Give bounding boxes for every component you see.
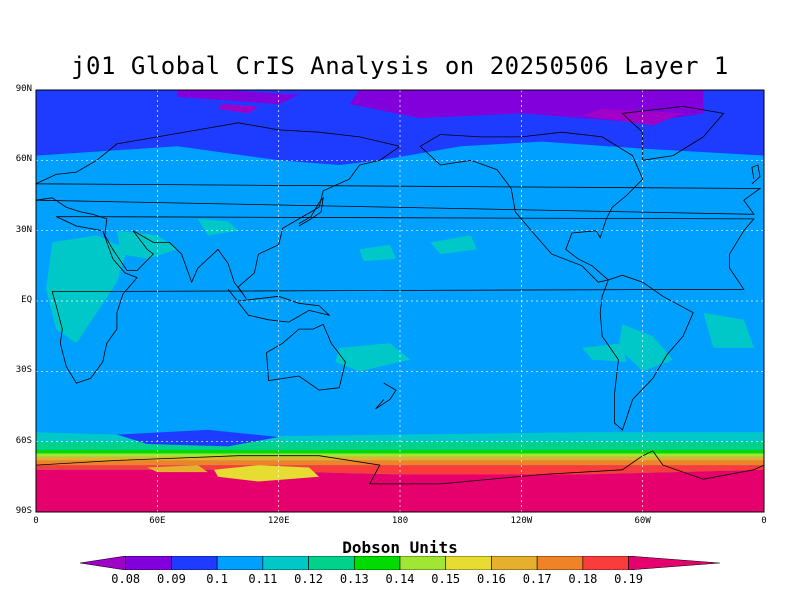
longitude-label: 60E	[149, 516, 166, 526]
band-017	[36, 460, 764, 466]
colorbar-label: 0.19	[614, 572, 644, 586]
pac-012b	[359, 244, 396, 262]
atl-012	[703, 312, 754, 348]
band-016	[36, 456, 764, 461]
colorbar-label: 0.16	[476, 572, 506, 586]
grid-lines	[36, 90, 764, 512]
colorbar-label: 0.09	[156, 572, 186, 586]
ant-patch-b	[147, 465, 208, 473]
coast-eurasia	[35, 122, 762, 299]
arabia-012	[116, 230, 178, 259]
colorbar	[80, 556, 720, 570]
chart-title: j01 Global CrIS Analysis on 20250506 Lay…	[71, 52, 729, 80]
colorbar-arrow-high	[628, 556, 720, 570]
colorbar-swatch	[491, 556, 538, 570]
pac-012c	[430, 235, 477, 255]
north-polar-008d	[218, 104, 259, 114]
latitude-label: 90N	[15, 84, 32, 94]
coast-north-america	[419, 131, 644, 283]
longitude-label: 180	[391, 516, 409, 526]
latitude-label: 60N	[15, 154, 32, 165]
colorbar-arrow-low	[80, 556, 127, 570]
colorbar-swatch	[445, 556, 492, 570]
latitude-label: 60S	[15, 435, 32, 446]
latitude-label: EQ	[21, 295, 32, 305]
longitude-label: 120E	[267, 516, 290, 526]
longitude-label: 120W	[510, 516, 533, 526]
colorbar-label: 0.12	[294, 572, 324, 586]
coast-antarctica	[35, 450, 765, 485]
coast-africa	[51, 216, 755, 384]
latitude-label: 30N	[15, 224, 32, 235]
longitude-label: 0	[761, 516, 767, 526]
colorbar-label: 0.18	[568, 572, 598, 586]
colorbar-swatch	[125, 556, 172, 570]
longitude-label: 60W	[634, 516, 651, 526]
ant-patch-a	[214, 465, 320, 482]
colorbar-swatch	[582, 556, 629, 570]
coast-uk	[751, 164, 761, 185]
colorbar-swatch	[308, 556, 355, 570]
north-polar-008b	[177, 90, 299, 105]
latitude-label: 30S	[15, 365, 32, 376]
colorbar-swatch	[262, 556, 309, 570]
colorbar-swatch	[399, 556, 447, 570]
india-012	[197, 218, 239, 236]
colorbar-swatch	[536, 556, 584, 570]
latitude-label: 90S	[15, 506, 32, 516]
so-patch-a	[116, 429, 279, 447]
coast-indonesia	[227, 289, 331, 323]
colorbar-label: 0.14	[385, 572, 415, 586]
colorbar-label: 0.11	[248, 572, 278, 586]
colorbar-label: 0.08	[111, 572, 141, 586]
coast-australia	[266, 323, 346, 391]
colorbar-label: 0.1	[206, 572, 228, 586]
colorbar-label: 0.17	[522, 572, 552, 586]
colorbar-swatch	[353, 556, 401, 570]
sam-012	[618, 324, 673, 372]
colorbar-title: Dobson Units	[342, 538, 458, 557]
north-polar-008c	[582, 108, 684, 126]
colorbar-swatch	[216, 556, 264, 570]
coast-south-america	[599, 274, 694, 431]
coast-greenland	[621, 105, 725, 161]
pac-012a	[335, 343, 411, 372]
longitude-label: 0	[33, 516, 39, 526]
pac-012d	[582, 343, 627, 362]
africa-012	[46, 235, 127, 344]
colorbar-label: 0.15	[431, 572, 461, 586]
coast-japan	[298, 196, 324, 227]
coastline-layer	[35, 105, 765, 485]
colorbar-swatch	[171, 556, 218, 570]
coast-nz	[375, 382, 397, 410]
colorbar-label: 0.13	[339, 572, 369, 586]
